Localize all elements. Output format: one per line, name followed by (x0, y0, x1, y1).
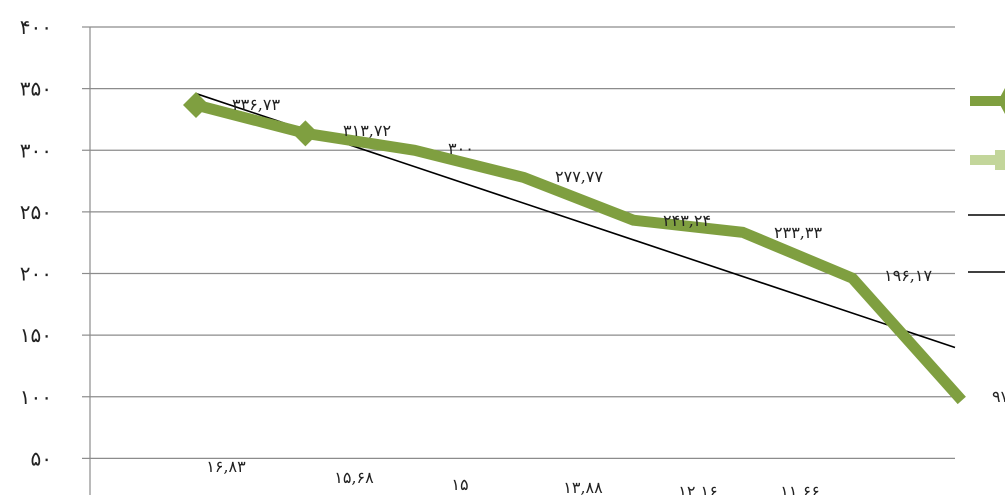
y-tick-label-350: ۳۵۰ (20, 77, 52, 101)
data-label-0: ۳۳۶,۷۳ (232, 95, 280, 114)
y-axis-ticks: ۵۰ ۱۰۰ ۱۵۰ ۲۰۰ ۲۵۰ ۳۰۰ ۳۵۰ ۴۰۰ (20, 15, 52, 470)
x-label-2: ۱۵ (451, 475, 468, 494)
chart-gridlines (82, 26, 955, 495)
y-tick-label-50: ۵۰ (31, 446, 52, 470)
legend-series-1-marker (998, 88, 1005, 114)
x-label-1: ۱۵,۶۸ (334, 468, 374, 487)
marker-point-0 (183, 91, 209, 118)
x-axis-labels: ۱۶,۸۳ ۱۵,۶۸ ۱۵ ۱۳,۸۸ ۱۲,۱۶ ۱۱,۶۶ (206, 457, 819, 495)
y-tick-label-400: ۴۰۰ (20, 15, 52, 39)
y-tick-label-300: ۳۰۰ (20, 138, 52, 162)
x-label-3: ۱۳,۸۸ (563, 478, 603, 495)
x-label-0: ۱۶,۸۳ (206, 457, 246, 476)
data-labels: ۳۳۶,۷۳ ۳۱۳,۷۲ ۳۰۰ ۲۷۷,۷۷ ۲۴۳,۲۴ ۲۳۳,۳۳ ۱۹۶,۱۷ ۹… (232, 95, 1005, 406)
y-tick-label-200: ۲۰۰ (20, 262, 52, 286)
data-label-5: ۲۳۳,۳۳ (774, 223, 822, 242)
data-label-4: ۲۴۳,۲۴ (663, 211, 711, 230)
data-label-6: ۱۹۶,۱۷ (884, 266, 932, 285)
x-label-5: ۱۱,۶۶ (780, 482, 819, 495)
legend (968, 88, 1005, 273)
series-group (183, 91, 966, 405)
data-label-2: ۳۰۰ (448, 139, 474, 158)
data-label-7: ۹۷ (992, 387, 1005, 406)
x-label-4: ۱۲,۱۶ (678, 482, 717, 495)
legend-series-2-marker (995, 150, 1005, 170)
series-line (194, 99, 966, 405)
y-tick-label-150: ۱۵۰ (20, 323, 52, 347)
marker-point-1 (292, 120, 319, 147)
y-tick-label-250: ۲۵۰ (20, 200, 52, 224)
y-tick-label-100: ۱۰۰ (20, 385, 52, 409)
data-label-3: ۲۷۷,۷۷ (555, 167, 603, 186)
data-label-1: ۳۱۳,۷۲ (343, 121, 391, 140)
